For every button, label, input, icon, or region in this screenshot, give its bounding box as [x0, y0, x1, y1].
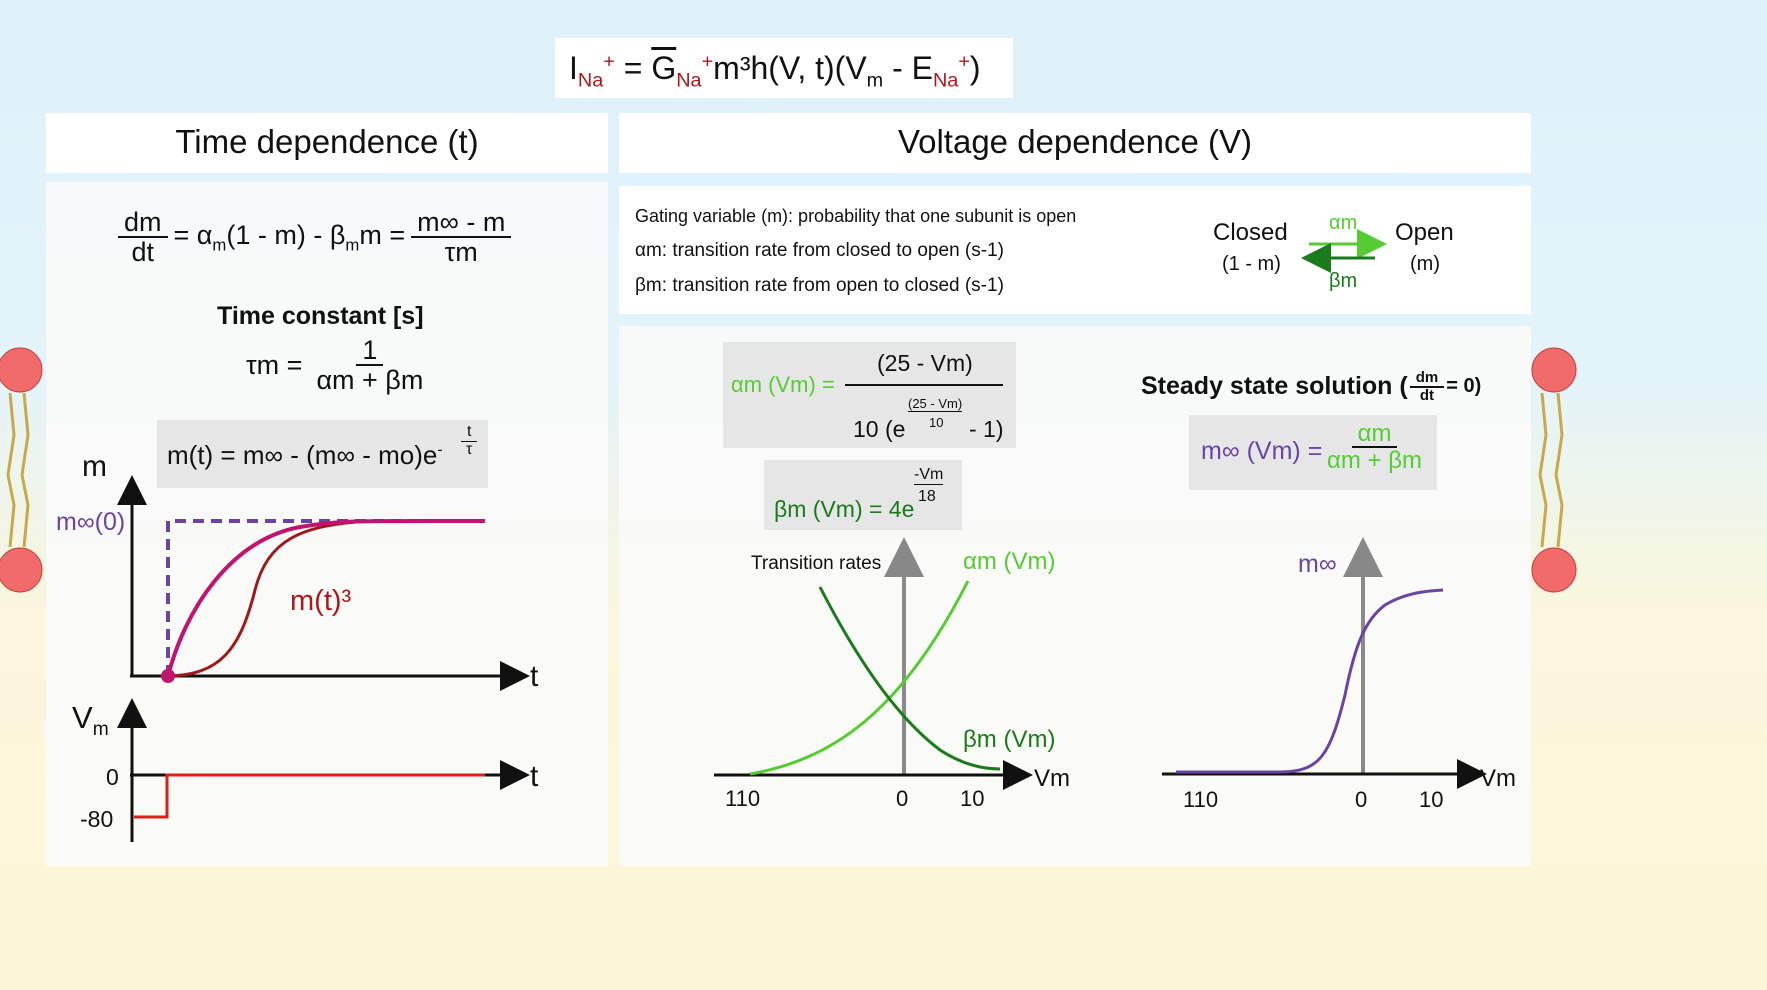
alpha-eq-exp-num: (25 - Vm): [908, 396, 963, 412]
right-panel-title: Voltage dependence (V): [897, 123, 1253, 160]
minf-eq-frac: αm αm + βm: [1327, 420, 1423, 475]
mt3-curve: [167, 519, 485, 678]
minf-tick-10: 10: [1419, 787, 1444, 812]
mt-curve: [166, 518, 486, 677]
minf-eq-lhs: m∞ (Vm) =: [1201, 437, 1323, 465]
beta-curve: [818, 586, 1001, 771]
minf-curve: [1176, 588, 1444, 774]
header-equation: INa+ = GNa+m³h(V, t)(Vm - ENa+): [569, 50, 981, 92]
tau-equation: τm = 1 αm + βm: [246, 335, 424, 396]
minf-plot: [1162, 537, 1487, 789]
left-panel-title: Time dependence (t): [175, 123, 479, 160]
header-equation-box: INa+ = GNa+m³h(V, t)(Vm - ENa+): [555, 38, 1013, 98]
membrane-right-decoration: [1531, 347, 1577, 593]
steady-state-heading: Steady state solution ( dm dt = 0): [1141, 369, 1482, 404]
membrane-left-decoration: [0, 347, 43, 593]
plot-v-ylabel: Vm: [72, 700, 109, 741]
mt-plot: [117, 475, 530, 691]
voltage-step-trace: [134, 773, 485, 819]
alpha-frac-bar: [845, 384, 1003, 386]
scheme-open-sub: (m): [1410, 253, 1440, 275]
beta-eq-text: βm (Vm) = 4e: [774, 496, 915, 522]
scheme-closed-sub: (1 - m): [1222, 253, 1281, 275]
alpha-equation-box: αm (Vm) = (25 - Vm) 10 (e (25 - Vm) 10 -…: [723, 342, 1016, 448]
v-step-plot: [117, 698, 530, 842]
alpha-eq-den-a: 10 (e: [853, 416, 906, 442]
plot-m-ylabel: m: [82, 450, 107, 483]
alpha-curve: [749, 580, 970, 776]
beta-equation-box: βm (Vm) = 4e -Vm 18: [764, 460, 962, 530]
alpha-eq-lhs: αm (Vm) =: [731, 372, 835, 397]
rates-x-label: Vm: [1034, 765, 1070, 792]
scheme-arrows: [1301, 229, 1387, 273]
minf-dashed-line: [166, 519, 485, 676]
right-title-bar: Voltage dependence (V): [619, 113, 1531, 173]
rates-tick-10: 10: [960, 786, 985, 811]
alpha-curve-label: αm (Vm): [963, 548, 1056, 575]
def-gating: Gating variable (m): probability that on…: [635, 206, 1077, 226]
minf-plot-ylabel: m∞: [1298, 550, 1337, 578]
minf-tick-0: 0: [1355, 787, 1368, 812]
plot-v-xlabel: t: [530, 760, 539, 793]
rates-tick-110: 110: [725, 786, 761, 811]
m0-point: [161, 669, 175, 683]
scheme-open: Open: [1395, 219, 1454, 246]
def-beta: βm: transition rate from open to closed …: [635, 275, 1004, 296]
time-constant-heading: Time constant [s]: [217, 302, 424, 330]
left-title-bar: Time dependence (t): [46, 113, 608, 173]
v-tick-0: 0: [106, 764, 119, 790]
alpha-eq-exp-den: 10: [929, 415, 944, 430]
rates-plot-title: Transition rates: [751, 553, 882, 574]
definitions-box: Gating variable (m): probability that on…: [619, 186, 1531, 314]
minf-tick-110: 110: [1183, 787, 1219, 812]
alpha-eq-num: (25 - Vm): [877, 350, 973, 376]
ode-equation: dm dt = αm(1 - m) - βmm = m∞ - m τm: [118, 208, 512, 267]
alpha-eq-den-b: - 1): [969, 416, 1004, 442]
scheme-alpha: αm: [1329, 212, 1358, 234]
scheme-beta: βm: [1329, 270, 1358, 292]
mt3-label: m(t)³: [290, 585, 352, 617]
beta-eq-exp-num: -Vm: [914, 466, 944, 485]
v-tick-80: -80: [80, 806, 114, 832]
minf-equation-box: m∞ (Vm) = αm αm + βm: [1189, 415, 1437, 490]
scheme-closed: Closed: [1213, 219, 1288, 246]
beta-curve-label: βm (Vm): [963, 726, 1056, 753]
mt-equation: m(t) = m∞ - (m∞ - mo)e-: [167, 440, 443, 470]
plot-m-xlabel: t: [530, 660, 539, 693]
rates-plot: [714, 537, 1033, 790]
minf0-label: m∞(0): [56, 508, 126, 536]
beta-eq-exp-den: 18: [918, 488, 936, 505]
rates-tick-0: 0: [896, 786, 909, 811]
def-alpha: αm: transition rate from closed to open …: [635, 240, 1004, 261]
